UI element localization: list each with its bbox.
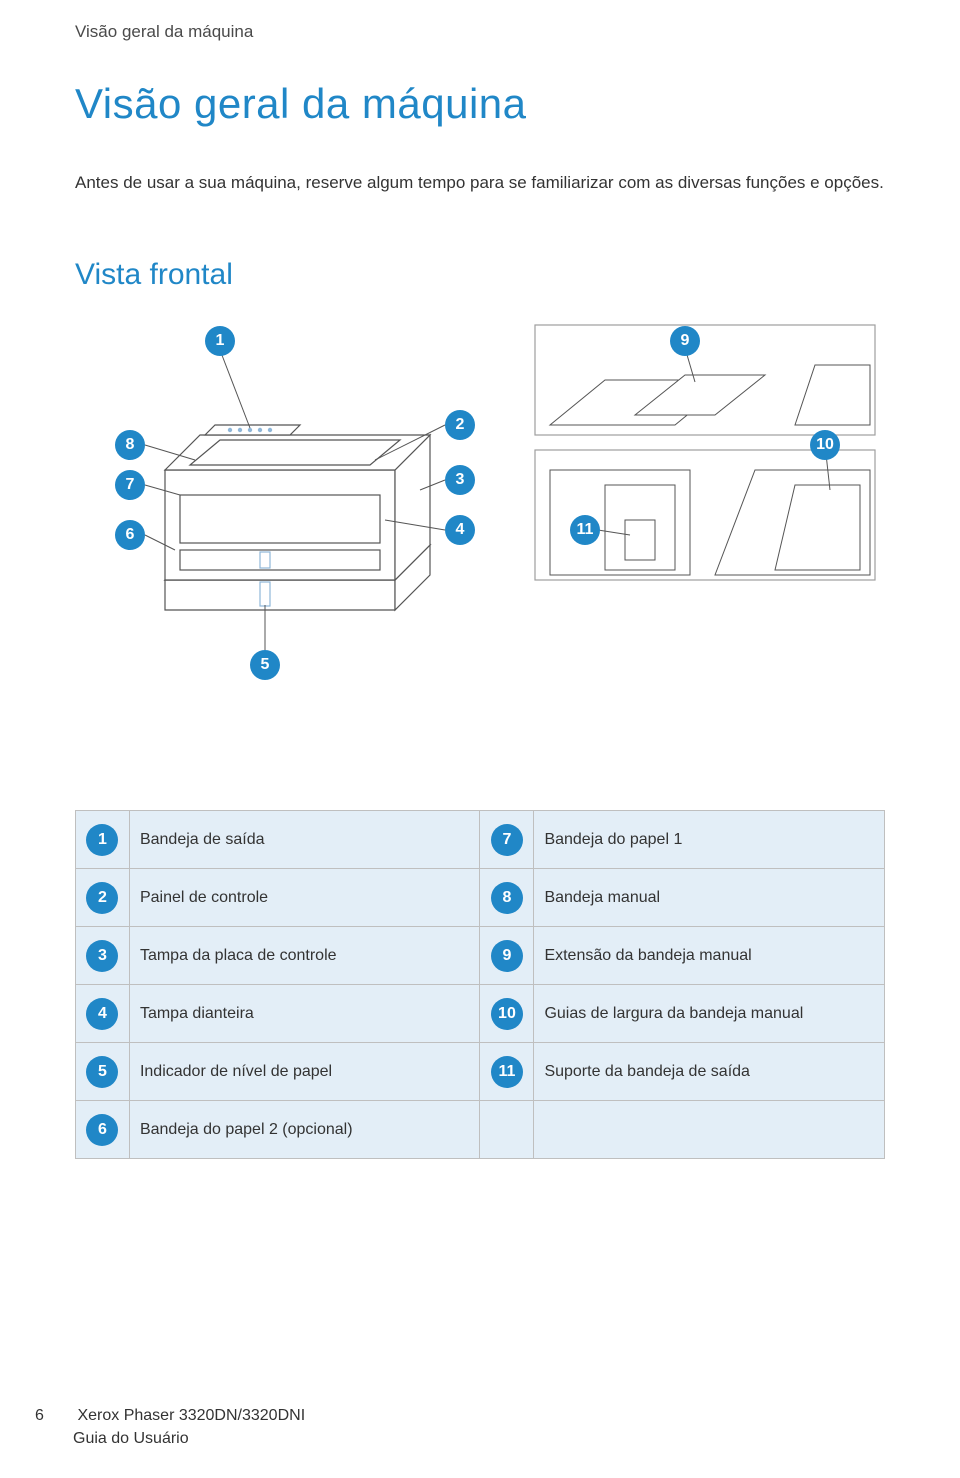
legend-label: Painel de controle [129, 869, 480, 927]
legend-label: Suporte da bandeja de saída [534, 1043, 885, 1101]
legend-badge: 10 [491, 998, 523, 1030]
callout-badge-7: 7 [115, 470, 145, 500]
printer-diagram-svg [75, 320, 885, 760]
legend-num-cell: 6 [76, 1101, 130, 1159]
callout-badge-5: 5 [250, 650, 280, 680]
legend-num-cell: 3 [76, 927, 130, 985]
legend-label: Extensão da bandeja manual [534, 927, 885, 985]
legend-label [534, 1101, 885, 1159]
callout-badge-2: 2 [445, 410, 475, 440]
legend-num-cell: 4 [76, 985, 130, 1043]
legend-label: Bandeja do papel 2 (opcional) [129, 1101, 480, 1159]
legend-label: Bandeja do papel 1 [534, 811, 885, 869]
callout-badge-1: 1 [205, 326, 235, 356]
callout-badge-10: 10 [810, 430, 840, 460]
legend-num-cell: 9 [480, 927, 534, 985]
callout-badge-3: 3 [445, 465, 475, 495]
legend-num-cell: 1 [76, 811, 130, 869]
legend-num-cell: 2 [76, 869, 130, 927]
parts-legend-table: 1 Bandeja de saída 7 Bandeja do papel 1 2 Pai… [75, 810, 885, 1159]
table-row: 3 Tampa da placa de controle 9 Extensão da … [76, 927, 885, 985]
legend-label: Bandeja manual [534, 869, 885, 927]
table-row: 6 Bandeja do papel 2 (opcional) [76, 1101, 885, 1159]
legend-num-cell: 10 [480, 985, 534, 1043]
legend-num-cell: 11 [480, 1043, 534, 1101]
page-footer: 6 Xerox Phaser 3320DN/3320DNI Guia do Us… [35, 1405, 305, 1450]
legend-badge: 7 [491, 824, 523, 856]
page-number: 6 [35, 1405, 73, 1427]
footer-doc-title: Guia do Usuário [73, 1430, 189, 1447]
legend-label: Bandeja de saída [129, 811, 480, 869]
footer-product: Xerox Phaser 3320DN/3320DNI [77, 1407, 305, 1424]
legend-label: Guias de largura da bandeja manual [534, 985, 885, 1043]
callout-badge-11: 11 [570, 515, 600, 545]
callout-badge-8: 8 [115, 430, 145, 460]
legend-label: Tampa da placa de controle [129, 927, 480, 985]
table-row: 2 Painel de controle 8 Bandeja manual [76, 869, 885, 927]
table-row: 1 Bandeja de saída 7 Bandeja do papel 1 [76, 811, 885, 869]
legend-num-cell: 8 [480, 869, 534, 927]
legend-badge: 6 [86, 1114, 118, 1146]
legend-badge: 9 [491, 940, 523, 972]
legend-badge: 4 [86, 998, 118, 1030]
callout-badge-4: 4 [445, 515, 475, 545]
table-row: 5 Indicador de nível de papel 11 Suporte da… [76, 1043, 885, 1101]
page-header-breadcrumb: Visão geral da máquina [75, 22, 253, 42]
legend-num-cell: 7 [480, 811, 534, 869]
callout-badge-9: 9 [670, 326, 700, 356]
legend-label: Tampa dianteira [129, 985, 480, 1043]
legend-badge: 2 [86, 882, 118, 914]
front-view-diagram: 1 8 7 6 2 3 4 5 9 10 11 [75, 320, 885, 760]
legend-num-cell: 5 [76, 1043, 130, 1101]
legend-badge: 11 [491, 1056, 523, 1088]
legend-badge: 3 [86, 940, 118, 972]
section-heading: Vista frontal [75, 258, 233, 292]
legend-num-cell [480, 1101, 534, 1159]
table-row: 4 Tampa dianteira 10 Guias de largura da ba… [76, 985, 885, 1043]
legend-badge: 5 [86, 1056, 118, 1088]
intro-paragraph: Antes de usar a sua máquina, reserve alg… [75, 170, 885, 196]
legend-badge: 1 [86, 824, 118, 856]
legend-badge: 8 [491, 882, 523, 914]
callout-badge-6: 6 [115, 520, 145, 550]
legend-label: Indicador de nível de papel [129, 1043, 480, 1101]
page-title: Visão geral da máquina [75, 80, 527, 128]
